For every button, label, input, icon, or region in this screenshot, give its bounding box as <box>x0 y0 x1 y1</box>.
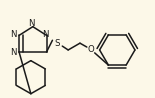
Text: S: S <box>55 39 60 48</box>
Text: N: N <box>10 48 16 57</box>
Text: N: N <box>10 30 16 39</box>
Text: N: N <box>42 30 49 39</box>
Text: N: N <box>29 19 35 28</box>
Text: O: O <box>87 45 94 54</box>
